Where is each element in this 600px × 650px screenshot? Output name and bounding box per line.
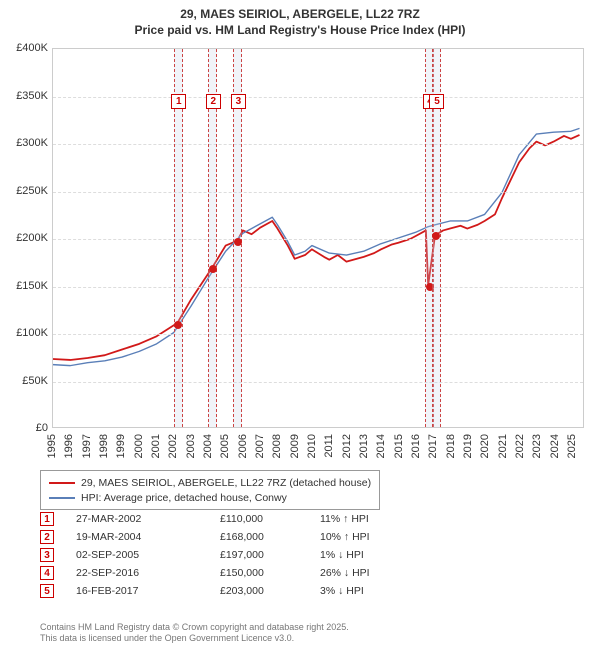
transaction-diff: 10% ↑ HPI	[320, 531, 440, 543]
transaction-date: 27-MAR-2002	[76, 513, 220, 525]
transaction-row: 4 22-SEP-2016£150,00026% ↓ HPI	[40, 564, 440, 582]
y-tick-label: £50K	[22, 375, 48, 387]
x-tick-label: 2019	[462, 434, 474, 458]
title-line1: 29, MAES SEIRIOL, ABERGELE, LL22 7RZ	[0, 6, 600, 22]
x-tick-label: 2021	[497, 434, 509, 458]
x-tick-label: 2023	[531, 434, 543, 458]
y-tick-label: £0	[36, 422, 48, 434]
x-tick-label: 2016	[410, 434, 422, 458]
x-tick-label: 1999	[115, 434, 127, 458]
x-tick-label: 2006	[237, 434, 249, 458]
y-tick-label: £250K	[16, 185, 48, 197]
y-tick-label: £350K	[16, 90, 48, 102]
x-tick-label: 2022	[514, 434, 526, 458]
legend-box: 29, MAES SEIRIOL, ABERGELE, LL22 7RZ (de…	[40, 470, 380, 510]
event-index-label: 2	[206, 94, 221, 109]
x-tick-label: 2010	[306, 434, 318, 458]
x-tick-label: 2004	[202, 434, 214, 458]
x-tick-label: 2018	[445, 434, 457, 458]
x-tick-label: 2008	[271, 434, 283, 458]
x-tick-label: 2024	[549, 434, 561, 458]
legend-swatch	[49, 482, 75, 484]
transaction-price: £203,000	[220, 585, 320, 597]
y-tick-label: £300K	[16, 137, 48, 149]
chart-plot-area: 12345 £0£50K£100K£150K£200K£250K£300K£35…	[52, 48, 584, 428]
x-tick-label: 2009	[289, 434, 301, 458]
legend-label: HPI: Average price, detached house, Conw…	[81, 492, 287, 504]
x-tick-label: 2005	[219, 434, 231, 458]
gridline-h	[53, 97, 583, 98]
gridline-h	[53, 382, 583, 383]
y-tick-label: £150K	[16, 280, 48, 292]
x-tick-label: 2011	[323, 434, 335, 458]
transaction-row: 2 19-MAR-2004£168,00010% ↑ HPI	[40, 528, 440, 546]
y-tick-label: £400K	[16, 42, 48, 54]
event-index-label: 3	[231, 94, 246, 109]
legend-item: 29, MAES SEIRIOL, ABERGELE, LL22 7RZ (de…	[49, 475, 371, 490]
x-tick-label: 1996	[63, 434, 75, 458]
x-tick-label: 1995	[46, 434, 58, 458]
x-tick-label: 2002	[167, 434, 179, 458]
event-marker	[209, 265, 217, 273]
y-tick-label: £100K	[16, 327, 48, 339]
series-line	[53, 128, 580, 365]
credit-line2: This data is licensed under the Open Gov…	[40, 633, 349, 644]
chart-title: 29, MAES SEIRIOL, ABERGELE, LL22 7RZ Pri…	[0, 0, 600, 38]
transaction-date: 16-FEB-2017	[76, 585, 220, 597]
plot-box: 12345	[52, 48, 584, 428]
gridline-h	[53, 287, 583, 288]
x-tick-label: 1998	[98, 434, 110, 458]
title-line2: Price paid vs. HM Land Registry's House …	[0, 22, 600, 38]
y-tick-label: £200K	[16, 232, 48, 244]
transaction-price: £197,000	[220, 549, 320, 561]
x-tick-label: 2025	[566, 434, 578, 458]
x-tick-label: 2007	[254, 434, 266, 458]
transaction-index: 1	[40, 512, 54, 526]
transaction-index: 4	[40, 566, 54, 580]
x-tick-label: 1997	[81, 434, 93, 458]
transaction-diff: 3% ↓ HPI	[320, 585, 440, 597]
transaction-date: 02-SEP-2005	[76, 549, 220, 561]
series-lines-svg	[53, 49, 583, 427]
transaction-diff: 1% ↓ HPI	[320, 549, 440, 561]
x-tick-label: 2014	[375, 434, 387, 458]
transaction-index: 2	[40, 530, 54, 544]
x-tick-label: 2013	[358, 434, 370, 458]
x-tick-label: 2000	[133, 434, 145, 458]
transaction-index: 3	[40, 548, 54, 562]
event-marker	[432, 232, 440, 240]
credit-text: Contains HM Land Registry data © Crown c…	[40, 622, 349, 644]
gridline-h	[53, 334, 583, 335]
legend-label: 29, MAES SEIRIOL, ABERGELE, LL22 7RZ (de…	[81, 477, 371, 489]
event-index-label: 5	[429, 94, 444, 109]
event-index-label: 1	[171, 94, 186, 109]
transaction-price: £150,000	[220, 567, 320, 579]
transactions-table: 1 27-MAR-2002£110,00011% ↑ HPI 2 19-MAR-200…	[40, 510, 440, 600]
event-marker	[174, 321, 182, 329]
x-tick-label: 2017	[427, 434, 439, 458]
gridline-h	[53, 192, 583, 193]
x-tick-label: 2001	[150, 434, 162, 458]
x-tick-label: 2003	[185, 434, 197, 458]
x-tick-label: 2012	[341, 434, 353, 458]
transaction-price: £168,000	[220, 531, 320, 543]
transaction-diff: 11% ↑ HPI	[320, 513, 440, 525]
transaction-index: 5	[40, 584, 54, 598]
transaction-row: 3 02-SEP-2005£197,0001% ↓ HPI	[40, 546, 440, 564]
transaction-date: 22-SEP-2016	[76, 567, 220, 579]
legend-swatch	[49, 497, 75, 499]
event-marker	[234, 238, 242, 246]
transaction-row: 1 27-MAR-2002£110,00011% ↑ HPI	[40, 510, 440, 528]
gridline-h	[53, 144, 583, 145]
x-tick-label: 2020	[479, 434, 491, 458]
legend-item: HPI: Average price, detached house, Conw…	[49, 490, 371, 505]
x-tick-label: 2015	[393, 434, 405, 458]
transaction-date: 19-MAR-2004	[76, 531, 220, 543]
transaction-diff: 26% ↓ HPI	[320, 567, 440, 579]
gridline-h	[53, 239, 583, 240]
credit-line1: Contains HM Land Registry data © Crown c…	[40, 622, 349, 633]
transaction-price: £110,000	[220, 513, 320, 525]
transaction-row: 5 16-FEB-2017£203,0003% ↓ HPI	[40, 582, 440, 600]
